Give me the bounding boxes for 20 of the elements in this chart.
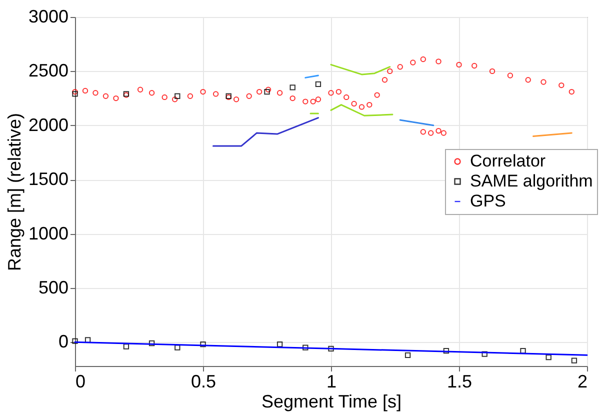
y-axis-title: Range [m] (relative): [4, 112, 24, 272]
x-tick-label: 1: [326, 372, 337, 392]
legend-label: GPS: [470, 192, 506, 210]
x-tick-label: 1.5: [446, 372, 472, 392]
y-tick-label: 2500: [28, 60, 68, 81]
x-tick-label: 0.5: [190, 372, 216, 392]
legend-label: Correlator: [470, 152, 546, 170]
legend-label: SAME algorithm: [470, 172, 593, 190]
x-tick-label: 2: [577, 372, 588, 392]
y-tick-label: 0: [58, 332, 68, 352]
line-series: [212, 117, 319, 147]
y-tick-label: 1000: [28, 223, 68, 244]
y-tick-label: 500: [38, 277, 68, 298]
y-tick-label: 1500: [28, 169, 68, 190]
x-tick-label: 0: [76, 372, 86, 392]
y-tick-label: 2000: [28, 114, 68, 135]
line-series: [330, 104, 394, 116]
line-series: [330, 64, 391, 76]
y-tick-label: 3000: [28, 6, 68, 26]
x-axis-title: Segment Time [s]: [261, 392, 402, 412]
